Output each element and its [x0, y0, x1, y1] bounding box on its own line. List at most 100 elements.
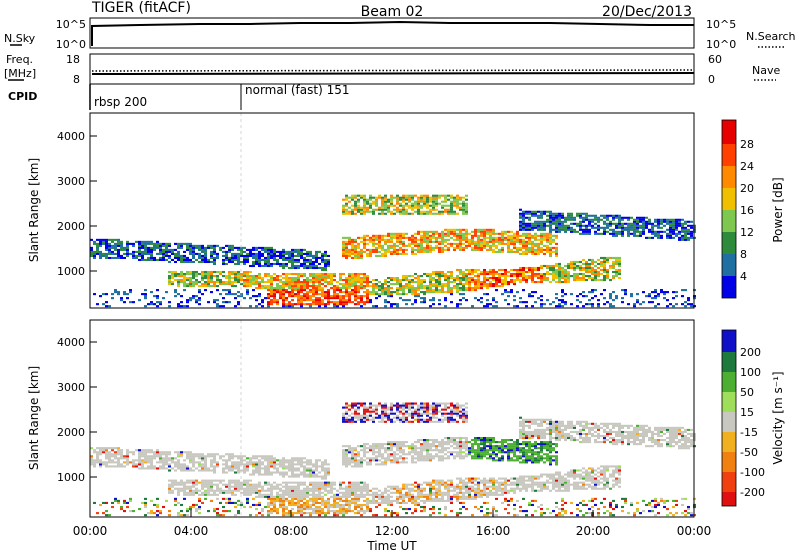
- power-cell: [414, 301, 417, 304]
- power-cell: [423, 281, 426, 284]
- power-cell: [612, 216, 615, 219]
- power-cell: [261, 278, 264, 282]
- power-cell: [147, 242, 150, 245]
- velocity-cell: [321, 467, 324, 470]
- power-cell: [234, 285, 237, 288]
- velocity-cell: [258, 501, 261, 504]
- power-cell: [375, 198, 378, 201]
- power-cell: [384, 242, 387, 245]
- velocity-cell: [240, 461, 243, 464]
- power-cell: [447, 274, 450, 278]
- velocity-cell: [228, 465, 231, 468]
- power-cell: [438, 210, 441, 213]
- power-cell: [294, 276, 297, 280]
- power-cell: [159, 244, 162, 247]
- velocity-cell: [117, 501, 120, 504]
- velocity-cell: [267, 512, 270, 515]
- power-cell: [516, 246, 519, 249]
- power-cell: [273, 276, 276, 280]
- velocity-cell: [315, 505, 318, 509]
- power-cell: [213, 244, 216, 247]
- velocity-cell: [363, 453, 366, 456]
- power-cell: [594, 274, 597, 278]
- power-cell: [654, 297, 657, 300]
- velocity-cell: [276, 467, 279, 470]
- power-cell: [414, 248, 417, 251]
- power-cell: [684, 230, 687, 233]
- power-cell: [258, 293, 261, 296]
- power-cell: [609, 266, 612, 270]
- velocity-cell: [258, 491, 261, 494]
- velocity-cell: [252, 457, 255, 460]
- velocity-cell: [282, 473, 285, 476]
- power-cell: [336, 301, 339, 304]
- velocity-cell: [153, 453, 156, 456]
- power-cell: [177, 246, 180, 249]
- power-cell: [357, 198, 360, 201]
- power-cell: [576, 212, 579, 215]
- power-cell: [606, 268, 609, 272]
- power-cell: [585, 216, 588, 219]
- velocity-cell: [270, 510, 273, 513]
- power-cell: [618, 216, 621, 219]
- power-cell: [591, 258, 594, 262]
- power-cell: [126, 242, 129, 245]
- velocity-cell: [348, 461, 351, 464]
- power-cell: [417, 230, 420, 233]
- power-cell: [564, 220, 567, 223]
- power-cell: [636, 216, 639, 219]
- velocity-cell: [201, 469, 204, 472]
- power-cell: [222, 262, 225, 266]
- power-cell: [357, 287, 360, 290]
- power-cell: [603, 222, 606, 225]
- power-cell: [675, 222, 678, 225]
- power-cell: [366, 297, 369, 300]
- velocity-cell: [171, 457, 174, 460]
- velocity-cell: [330, 495, 333, 498]
- velocity-cell: [201, 457, 204, 460]
- power-cell: [144, 295, 147, 298]
- velocity-cell: [180, 487, 183, 490]
- velocity-cell: [345, 497, 348, 500]
- power-cell: [339, 283, 342, 286]
- velocity-cell: [321, 497, 324, 500]
- velocity-cell: [291, 503, 294, 507]
- power-cell: [282, 301, 285, 304]
- power-cell: [303, 293, 306, 296]
- power-cell: [228, 278, 231, 282]
- velocity-cell: [228, 459, 231, 462]
- power-cell: [648, 220, 651, 223]
- power-cell: [495, 281, 498, 284]
- power-cell: [186, 285, 189, 288]
- power-cell: [387, 208, 390, 211]
- velocity-cell: [237, 512, 240, 515]
- power-cell: [375, 196, 378, 199]
- power-cell: [417, 293, 420, 296]
- velocity-cell: [273, 501, 276, 504]
- power-cell: [312, 291, 315, 294]
- power-cell: [540, 228, 543, 231]
- power-cell: [279, 264, 282, 268]
- power-cell: [264, 258, 267, 262]
- velocity-cell: [312, 493, 315, 496]
- power-cell: [537, 281, 540, 284]
- power-cell: [450, 200, 453, 203]
- power-cell: [189, 242, 192, 245]
- power-cell: [408, 285, 411, 288]
- power-cell: [579, 293, 582, 296]
- power-cell: [204, 272, 207, 276]
- power-cell: [567, 266, 570, 270]
- velocity-cell: [270, 495, 273, 498]
- power-cell: [195, 252, 198, 255]
- velocity-cell: [225, 467, 228, 470]
- power-cell: [246, 291, 249, 294]
- power-cell: [540, 248, 543, 251]
- velocity-cell: [342, 499, 345, 502]
- velocity-cell: [282, 512, 285, 515]
- power-cell: [351, 276, 354, 280]
- velocity-cell: [174, 469, 177, 472]
- velocity-cell: [321, 483, 324, 486]
- velocity-cell: [270, 463, 273, 466]
- power-cell: [606, 270, 609, 274]
- power-cell: [534, 220, 537, 223]
